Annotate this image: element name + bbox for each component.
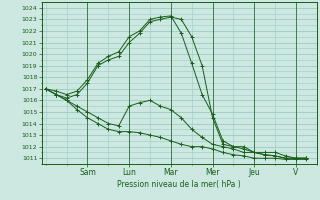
X-axis label: Pression niveau de la mer( hPa ): Pression niveau de la mer( hPa )	[117, 180, 241, 189]
